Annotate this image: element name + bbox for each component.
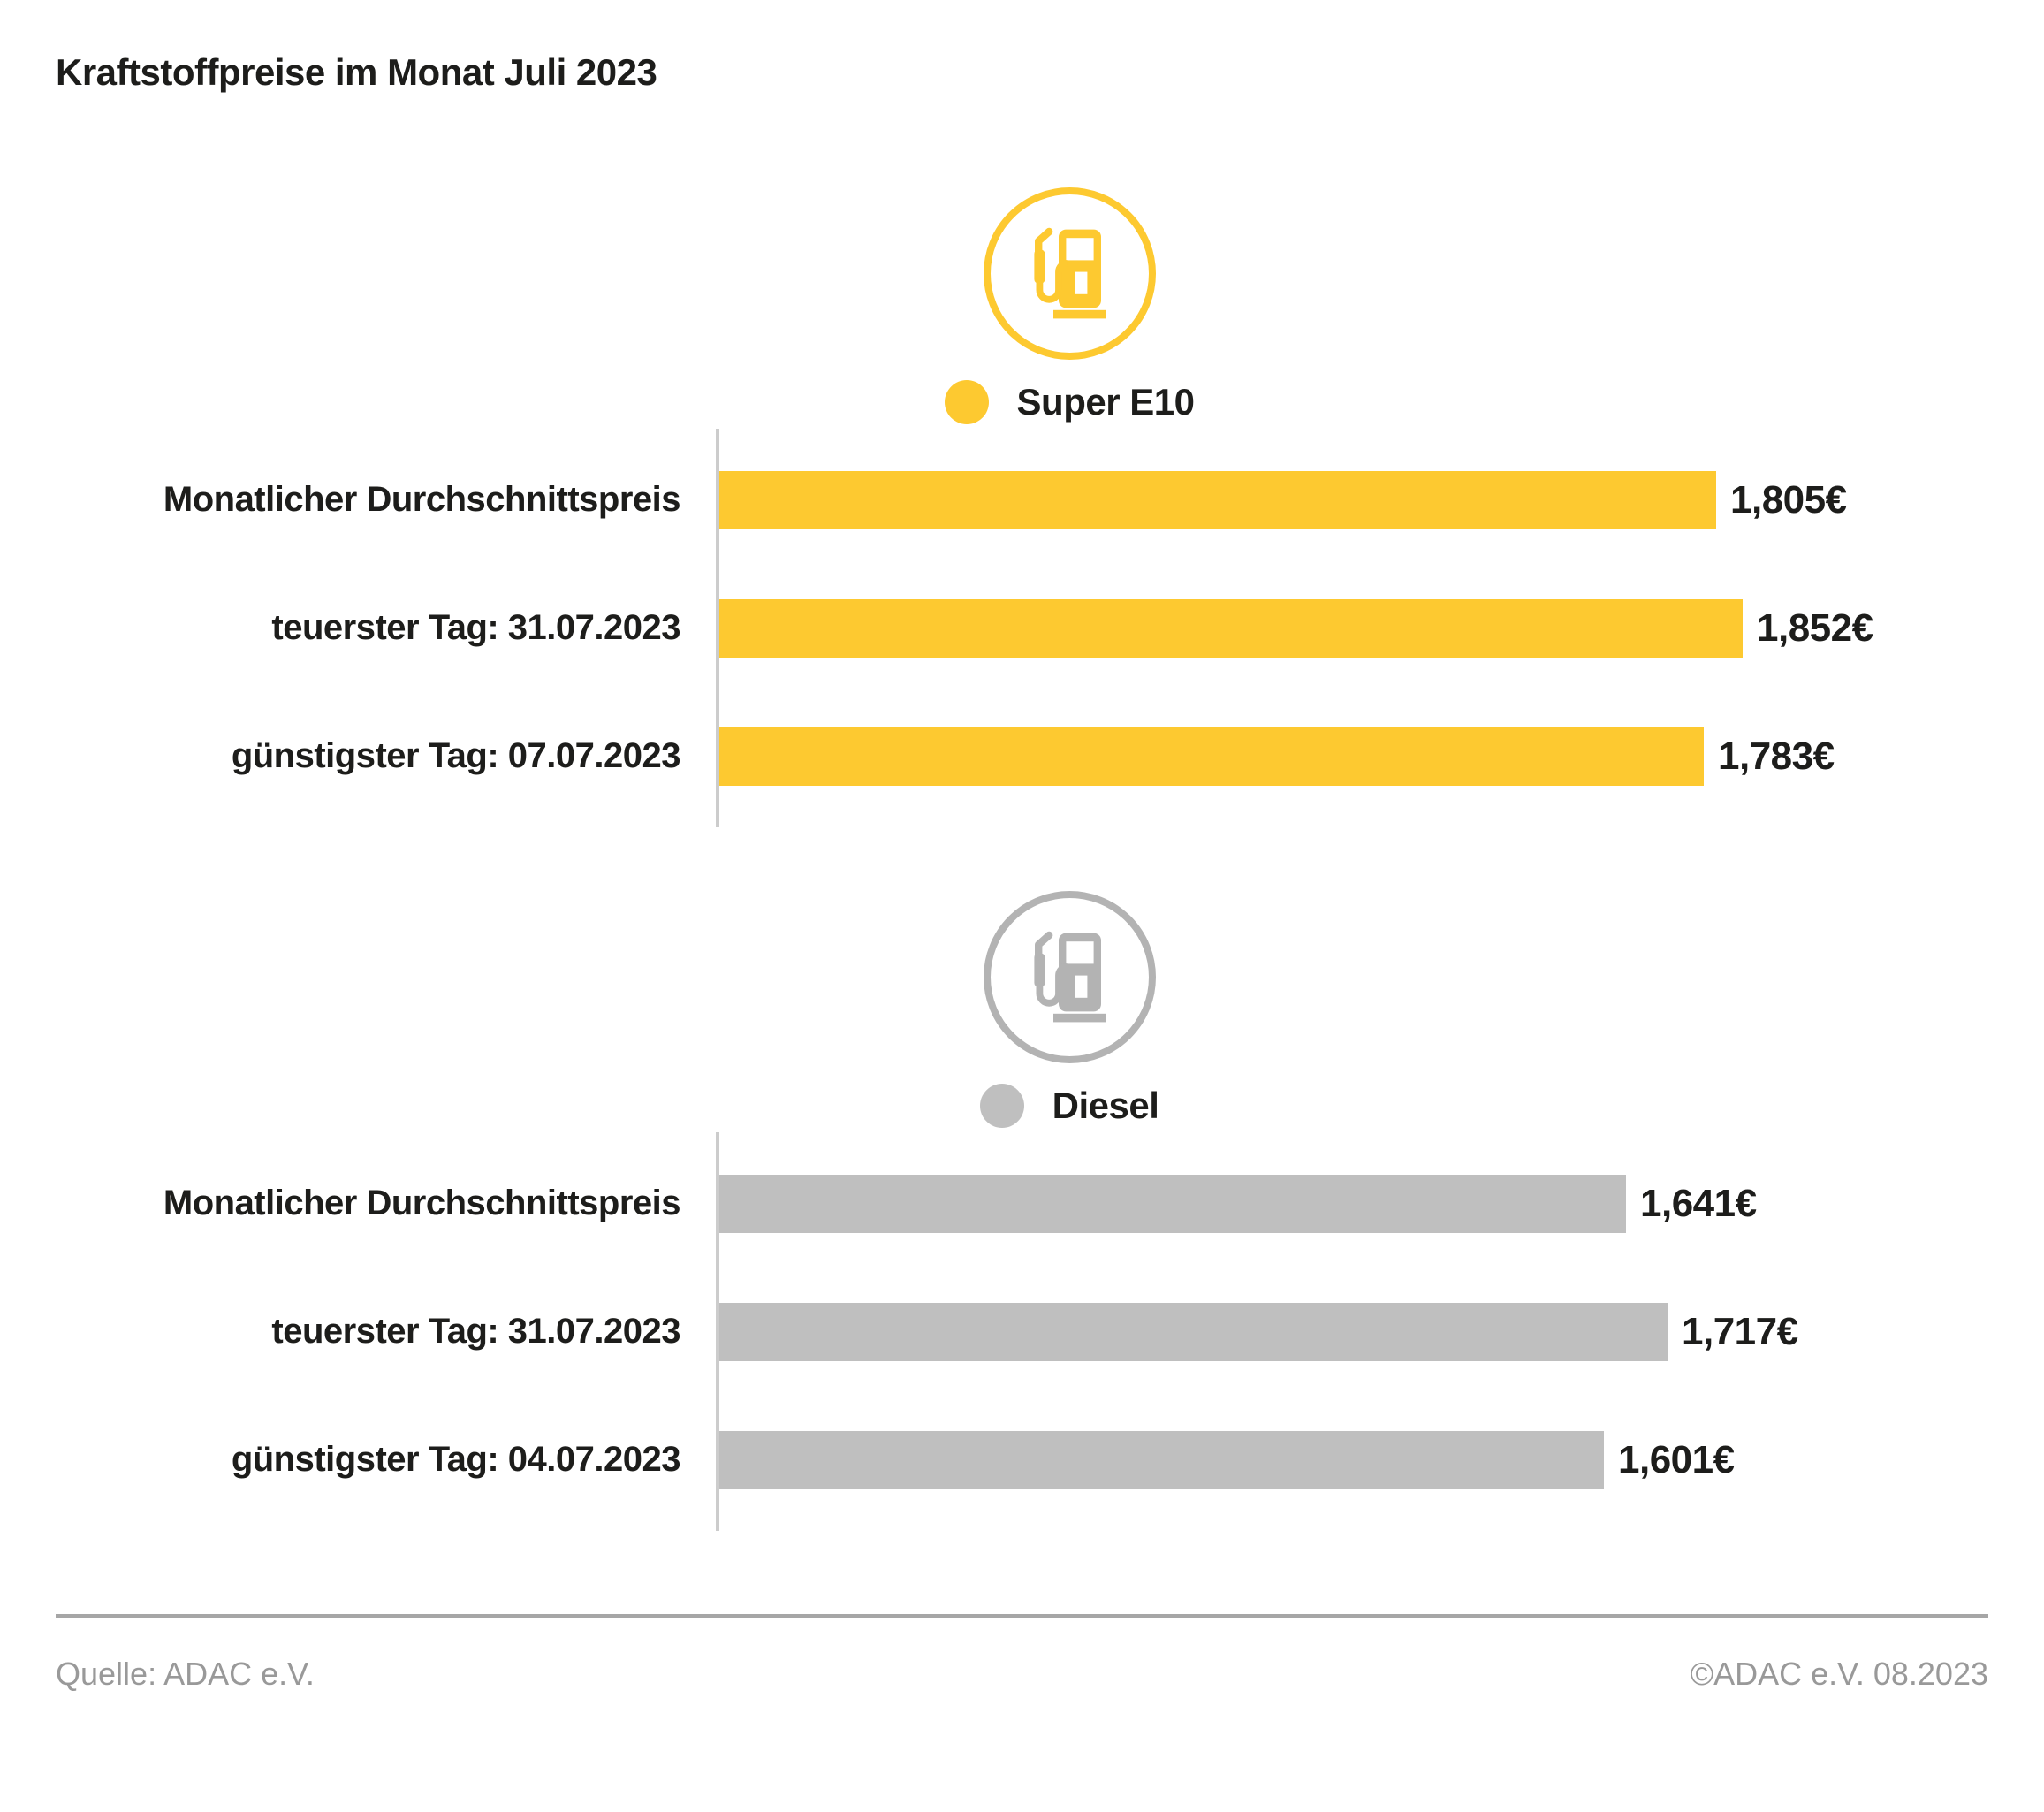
- price-bar: [719, 727, 1704, 786]
- price-bar: [719, 598, 1743, 658]
- price-bar: [719, 1302, 1668, 1361]
- legend-super-e10: Super E10: [944, 377, 1195, 427]
- source-note: Quelle: ADAC e.V.: [56, 1656, 315, 1692]
- chart-row: teuerster Tag: 31.07.2023 1,852€: [56, 564, 1988, 692]
- bar-area: 1,805€: [716, 470, 1988, 529]
- price-value-label: 1,601€: [1618, 1437, 1735, 1481]
- fuel-pump-icon: [983, 891, 1156, 1063]
- price-value-label: 1,805€: [1730, 477, 1847, 522]
- chart-row: günstigster Tag: 07.07.2023 1,783€: [56, 692, 1988, 820]
- category-label: günstigster Tag: 04.07.2023: [231, 1440, 681, 1479]
- chart-row: teuerster Tag: 31.07.2023 1,717€: [56, 1268, 1988, 1396]
- footer-divider: [56, 1614, 1988, 1618]
- bar-area: 1,783€: [716, 727, 1988, 786]
- axis-line: [716, 429, 719, 827]
- legend-diesel: Diesel: [979, 1081, 1159, 1131]
- legend-dot: [944, 380, 989, 424]
- bar-area: 1,717€: [716, 1302, 1988, 1361]
- bar-area: 1,641€: [716, 1174, 1988, 1233]
- chart-row: günstigster Tag: 04.07.2023 1,601€: [56, 1396, 1988, 1524]
- category-label: Monatlicher Durchschnittspreis: [163, 480, 681, 519]
- legend-label: Super E10: [1016, 381, 1195, 423]
- price-value-label: 1,717€: [1682, 1309, 1798, 1353]
- price-value-label: 1,783€: [1718, 734, 1835, 778]
- axis-line: [716, 1132, 719, 1531]
- page-title: Kraftstoffpreise im Monat Juli 2023: [56, 51, 657, 93]
- price-bar: [719, 470, 1716, 529]
- fuel-pump-icon: [983, 187, 1156, 360]
- price-bar: [719, 1430, 1604, 1489]
- legend-dot: [979, 1084, 1024, 1128]
- chart-row: Monatlicher Durchschnittspreis 1,805€: [56, 436, 1988, 564]
- category-label: teuerster Tag: 31.07.2023: [271, 608, 680, 647]
- chart-super-e10: Monatlicher Durchschnittspreis 1,805€ teue…: [56, 429, 1988, 827]
- infographic-page: Kraftstoffpreise im Monat Juli 2023 Supe…: [56, 51, 1988, 1693]
- chart-row: Monatlicher Durchschnittspreis 1,641€: [56, 1139, 1988, 1268]
- category-label: günstigster Tag: 07.07.2023: [231, 736, 681, 775]
- legend-label: Diesel: [1052, 1085, 1159, 1126]
- footer: Quelle: ADAC e.V. ©ADAC e.V. 08.2023: [56, 1656, 1988, 1693]
- chart-diesel: Monatlicher Durchschnittspreis 1,641€ teue…: [56, 1132, 1988, 1531]
- category-label: Monatlicher Durchschnittspreis: [163, 1184, 681, 1222]
- copyright-note: ©ADAC e.V. 08.2023: [1690, 1656, 1988, 1692]
- price-value-label: 1,641€: [1640, 1181, 1757, 1225]
- section-header-diesel: Diesel: [804, 891, 1334, 1131]
- price-bar: [719, 1174, 1626, 1233]
- bar-area: 1,601€: [716, 1430, 1988, 1489]
- category-label: teuerster Tag: 31.07.2023: [271, 1312, 680, 1351]
- price-value-label: 1,852€: [1757, 605, 1873, 650]
- bar-area: 1,852€: [716, 598, 1988, 658]
- section-header-super-e10: Super E10: [804, 187, 1334, 427]
